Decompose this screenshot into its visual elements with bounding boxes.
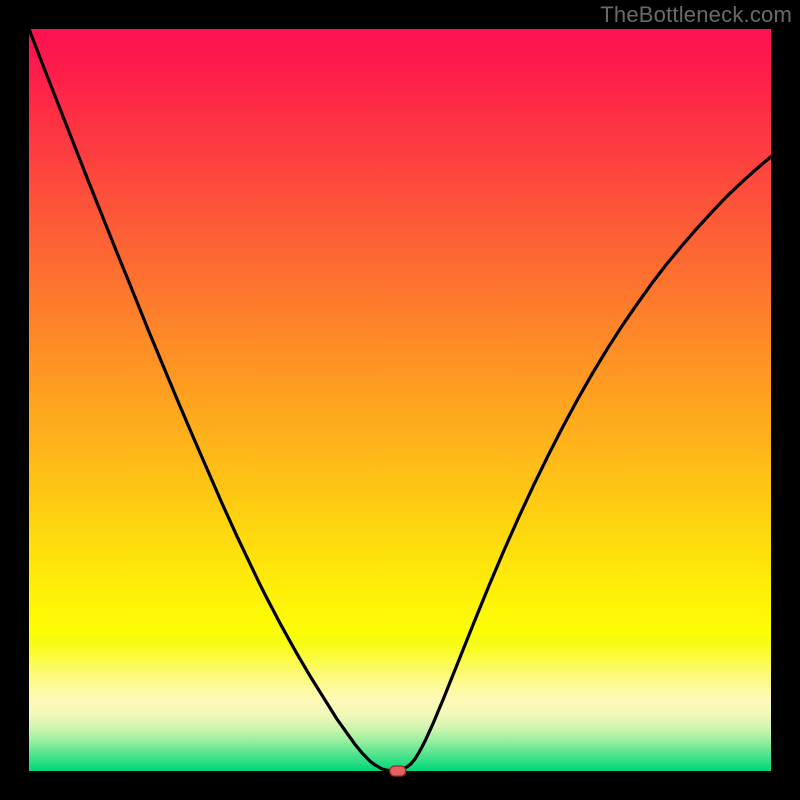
chart-svg xyxy=(0,0,800,800)
plot-background xyxy=(29,29,771,771)
watermark-text: TheBottleneck.com xyxy=(600,2,792,28)
optimum-marker xyxy=(390,766,406,776)
chart-container: TheBottleneck.com xyxy=(0,0,800,800)
